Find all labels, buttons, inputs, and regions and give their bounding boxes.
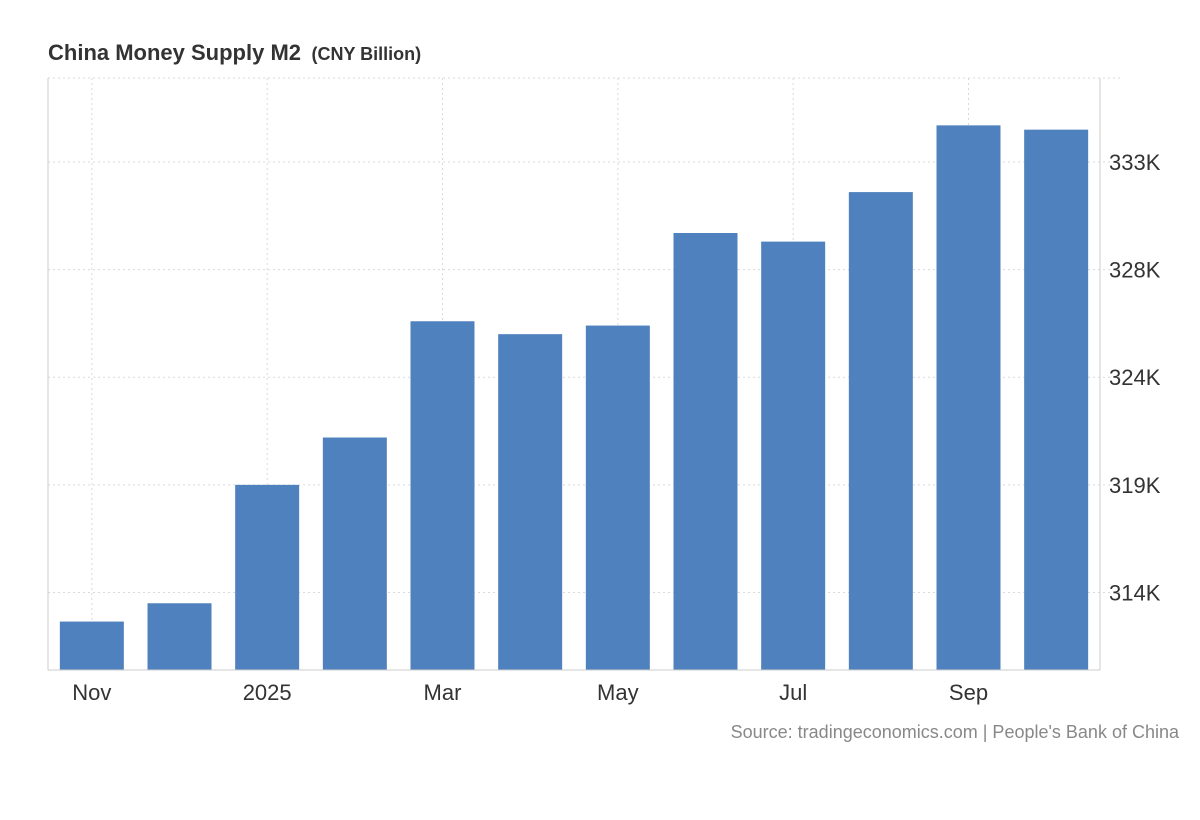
y-tick-label: 314K xyxy=(1109,581,1161,606)
chart-subtitle: (CNY Billion) xyxy=(311,44,421,64)
bar xyxy=(498,334,563,670)
bar xyxy=(673,232,738,670)
y-tick-label: 319K xyxy=(1109,473,1161,498)
bar xyxy=(585,325,650,670)
bar xyxy=(848,192,913,670)
chart-title: China Money Supply M2 xyxy=(48,40,301,65)
y-tick-label: 328K xyxy=(1109,258,1161,283)
y-tick-label: 333K xyxy=(1109,150,1161,175)
bar xyxy=(936,125,1001,671)
x-tick-labels: Nov 2025 Mar May Jul Sep xyxy=(72,680,988,705)
bars xyxy=(59,125,1089,671)
x-tick-label: Nov xyxy=(72,680,111,705)
y-tick-labels: 314K 319K 324K 328K 333K xyxy=(1109,150,1161,606)
x-tick-label: 2025 xyxy=(243,680,292,705)
bar xyxy=(59,621,124,670)
bar xyxy=(322,437,387,670)
axes xyxy=(47,78,1101,671)
x-tick-label: May xyxy=(597,680,639,705)
x-tick-label: Jul xyxy=(779,680,807,705)
source-note: Source: tradingeconomics.com | People's … xyxy=(731,722,1180,742)
bar xyxy=(410,321,475,670)
bar xyxy=(1024,129,1089,670)
chart-title-group: China Money Supply M2 (CNY Billion) xyxy=(48,40,421,65)
bar xyxy=(761,241,826,670)
x-tick-label: Mar xyxy=(424,680,462,705)
y-tick-label: 324K xyxy=(1109,365,1161,390)
bar xyxy=(147,603,212,670)
x-tick-label: Sep xyxy=(949,680,988,705)
bar xyxy=(235,484,300,670)
